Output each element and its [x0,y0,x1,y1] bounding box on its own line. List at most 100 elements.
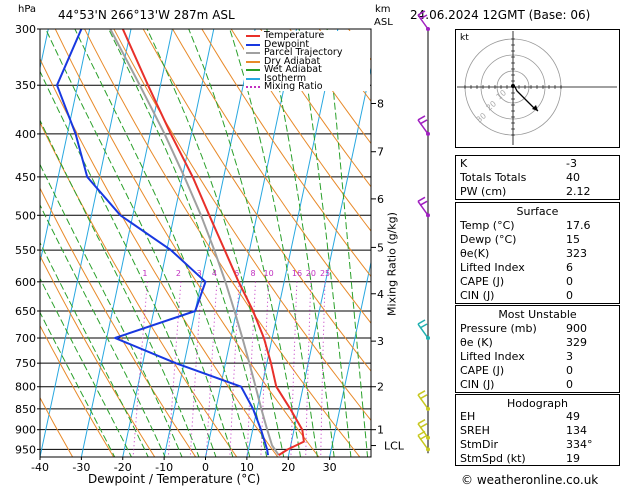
wind-barb-flag [418,420,425,424]
surface-row: Dewp (°C)15 [456,233,619,246]
legend-swatch [246,61,260,63]
surface-key: CAPE (J) [460,275,504,288]
wind-barb-flag [420,120,427,124]
surface-key: Temp (°C) [460,219,515,232]
mixing-ratio-label: 1 [142,269,147,278]
wind-barb-flag [420,15,427,19]
altitude-tick-label: 3 [377,335,384,348]
pressure-tick-label: 650 [15,305,36,318]
hodograph-row: StmSpd (kt) 19 [456,452,619,465]
legend-label: Mixing Ratio [264,82,323,91]
hodograph-origin [511,84,515,88]
surface-value: 323 [566,247,587,260]
hodograph-key: EH [460,410,475,423]
isotherm-line [206,29,297,457]
surface-row: θe(K)323 [456,247,619,260]
wind-barb-dot [426,407,430,411]
most-unstable-value: 900 [566,322,587,335]
wind-barb-flag [418,391,425,395]
hodograph-title: Hodograph [456,397,619,410]
pressure-tick-label: 450 [15,171,36,184]
surface-title: Surface [456,205,619,218]
wind-barb-dot [426,336,430,340]
most-unstable-key: CAPE (J) [460,364,504,377]
wind-barb-flag [418,197,425,201]
most-unstable-key: Lifted Index [460,350,525,363]
temperature-tick-label: 30 [323,461,337,474]
hodograph-key: StmSpd (kt) [460,452,526,465]
mixing-ratio-label: 10 [264,269,274,278]
pressure-tick-label: 700 [15,332,36,345]
most-unstable-key: θe (K) [460,336,493,349]
most-unstable-key: Pressure (mb) [460,322,537,335]
most-unstable-row: Pressure (mb) 900 [456,322,619,335]
hodograph-key: StmDir [460,438,498,451]
mixing-ratio-label: 2 [176,269,181,278]
most-unstable-row: CIN (J)0 [456,378,619,391]
pressure-tick-label: 400 [15,128,36,141]
altitude-tick-label: 7 [377,146,384,159]
most-unstable-title: Most Unstable [456,308,619,321]
altitude-tick-label: 5 [377,241,384,254]
hodograph-key: SREH [460,424,490,437]
most-unstable-row: Lifted Index 3 [456,350,619,363]
pressure-tick-label: 950 [15,443,36,456]
pressure-tick-label: 600 [15,276,36,289]
altitude-tick-label: 6 [377,193,384,206]
x-axis-title: Dewpoint / Temperature (°C) [88,473,260,485]
hodograph-value: 134 [566,424,587,437]
plot-frame [40,29,371,457]
most-unstable-value: 3 [566,350,573,363]
most-unstable-value: 0 [566,378,573,391]
dewpoint-line [57,29,268,455]
indices-value: 40 [566,171,580,184]
most-unstable-value: 0 [566,364,573,377]
wind-barb-dot [426,213,430,217]
legend-swatch [246,52,260,54]
wind-barb-flag [420,324,427,328]
pressure-tick-label: 300 [15,23,36,36]
surface-key: CIN (J) [460,289,494,302]
legend-item: Mixing Ratio [244,82,370,91]
wind-barb-flag [418,431,425,435]
pressure-tick-label: 500 [15,209,36,222]
wind-barb-dot [426,27,430,31]
mixing-ratio-label: 4 [212,269,217,278]
legend-swatch [246,35,260,37]
most-unstable-value: 329 [566,336,587,349]
surface-row: CAPE (J)0 [456,275,619,288]
wind-barb-flag [420,435,427,439]
pressure-tick-label: 900 [15,424,36,437]
altitude-tick-label: 1 [377,424,384,437]
surface-value: 0 [566,289,573,302]
surface-row: CIN (J) 0 [456,289,619,302]
wind-barb [418,11,430,31]
hodograph-value: 19 [566,452,580,465]
isotherm-line [247,29,338,457]
indices-key: K [460,157,467,170]
wind-barb-dot [426,447,430,451]
mixing-ratio-label: 16 [292,269,302,278]
dry-adiabat [0,29,74,459]
isotherm-line [123,29,214,457]
altitude-tick-label: 4 [377,288,384,301]
legend-swatch [246,78,260,80]
wet-adiabat [21,29,220,468]
surface-value: 15 [566,233,580,246]
hodograph-unit: kt [460,33,469,43]
indices-row: K-3 [456,157,619,170]
pressure-tick-label: 350 [15,79,36,92]
hodograph-frame [456,30,620,148]
temperature-tick-label: 20 [281,461,295,474]
legend-swatch [246,86,260,88]
most-unstable-row: CAPE (J) 0 [456,364,619,377]
